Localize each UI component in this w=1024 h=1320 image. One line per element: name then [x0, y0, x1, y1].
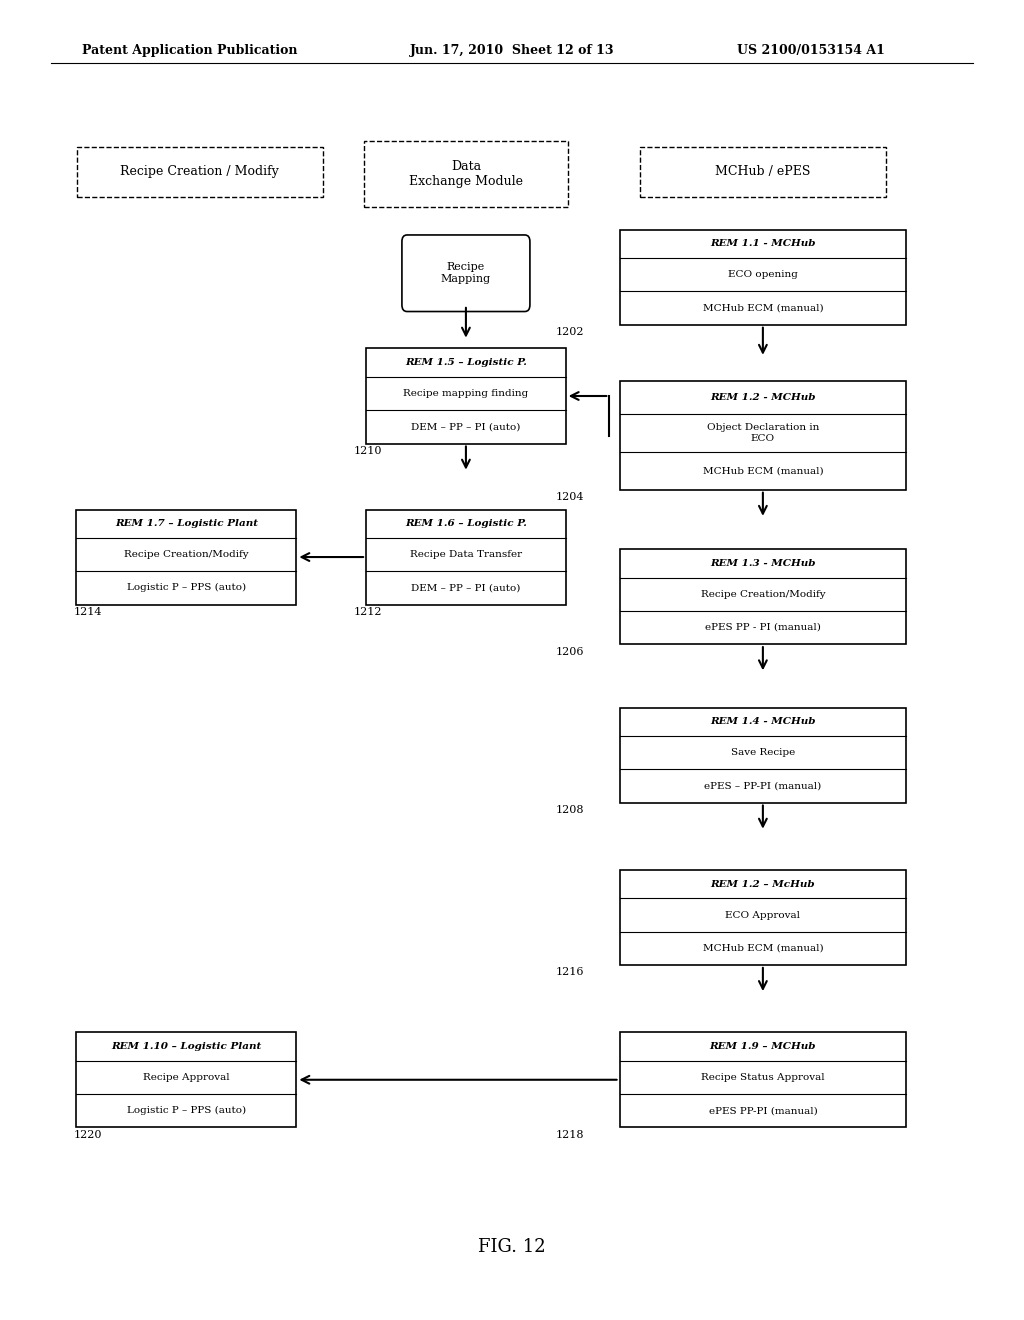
Text: 1218: 1218 — [556, 1130, 585, 1140]
Text: Object Declaration in
ECO: Object Declaration in ECO — [707, 424, 819, 442]
Text: Recipe Creation/Modify: Recipe Creation/Modify — [124, 550, 249, 560]
Text: 1214: 1214 — [74, 607, 102, 618]
Text: Recipe Approval: Recipe Approval — [143, 1073, 229, 1082]
Text: REM 1.10 – Logistic Plant: REM 1.10 – Logistic Plant — [112, 1041, 261, 1051]
Text: Recipe Creation / Modify: Recipe Creation / Modify — [120, 165, 280, 178]
Text: FIG. 12: FIG. 12 — [478, 1238, 546, 1257]
Text: MCHub ECM (manual): MCHub ECM (manual) — [702, 304, 823, 313]
Text: Logistic P – PPS (auto): Logistic P – PPS (auto) — [127, 1106, 246, 1115]
Text: Jun. 17, 2010  Sheet 12 of 13: Jun. 17, 2010 Sheet 12 of 13 — [410, 44, 614, 57]
Text: Patent Application Publication: Patent Application Publication — [82, 44, 297, 57]
Text: MCHub ECM (manual): MCHub ECM (manual) — [702, 466, 823, 475]
Text: ePES – PP-PI (manual): ePES – PP-PI (manual) — [705, 781, 821, 791]
Text: DEM – PP – PI (auto): DEM – PP – PI (auto) — [412, 422, 520, 432]
Text: Recipe
Mapping: Recipe Mapping — [441, 263, 490, 284]
Text: ePES PP - PI (manual): ePES PP - PI (manual) — [705, 623, 821, 632]
Text: REM 1.9 – MCHub: REM 1.9 – MCHub — [710, 1041, 816, 1051]
Text: ePES PP-PI (manual): ePES PP-PI (manual) — [709, 1106, 817, 1115]
Text: 1210: 1210 — [353, 446, 382, 457]
Text: 1206: 1206 — [556, 647, 585, 657]
Text: 1204: 1204 — [556, 492, 585, 503]
Text: REM 1.2 – McHub: REM 1.2 – McHub — [711, 879, 815, 888]
Text: Recipe Creation/Modify: Recipe Creation/Modify — [700, 590, 825, 599]
Text: ECO opening: ECO opening — [728, 271, 798, 280]
Text: REM 1.6 – Logistic P.: REM 1.6 – Logistic P. — [404, 519, 527, 528]
Text: 1202: 1202 — [556, 327, 585, 338]
Text: REM 1.4 - MCHub: REM 1.4 - MCHub — [710, 717, 816, 726]
Text: MCHub ECM (manual): MCHub ECM (manual) — [702, 944, 823, 953]
Text: US 2100/0153154 A1: US 2100/0153154 A1 — [737, 44, 885, 57]
Text: REM 1.7 – Logistic Plant: REM 1.7 – Logistic Plant — [115, 519, 258, 528]
Text: Recipe mapping finding: Recipe mapping finding — [403, 389, 528, 399]
Text: ECO Approval: ECO Approval — [725, 911, 801, 920]
Text: REM 1.1 - MCHub: REM 1.1 - MCHub — [710, 239, 816, 248]
Text: Recipe Data Transfer: Recipe Data Transfer — [410, 550, 522, 560]
Text: REM 1.3 - MCHub: REM 1.3 - MCHub — [710, 558, 816, 568]
Text: Save Recipe: Save Recipe — [731, 748, 795, 758]
Text: 1208: 1208 — [556, 805, 585, 816]
Text: DEM – PP – PI (auto): DEM – PP – PI (auto) — [412, 583, 520, 593]
Text: 1212: 1212 — [353, 607, 382, 618]
Text: 1216: 1216 — [556, 968, 585, 978]
Text: Logistic P – PPS (auto): Logistic P – PPS (auto) — [127, 583, 246, 593]
Text: REM 1.2 - MCHub: REM 1.2 - MCHub — [710, 393, 816, 403]
Text: 1220: 1220 — [74, 1130, 102, 1140]
Text: REM 1.5 – Logistic P.: REM 1.5 – Logistic P. — [404, 358, 527, 367]
Text: MCHub / ePES: MCHub / ePES — [715, 165, 811, 178]
Text: Data
Exchange Module: Data Exchange Module — [409, 160, 523, 189]
Text: Recipe Status Approval: Recipe Status Approval — [701, 1073, 824, 1082]
